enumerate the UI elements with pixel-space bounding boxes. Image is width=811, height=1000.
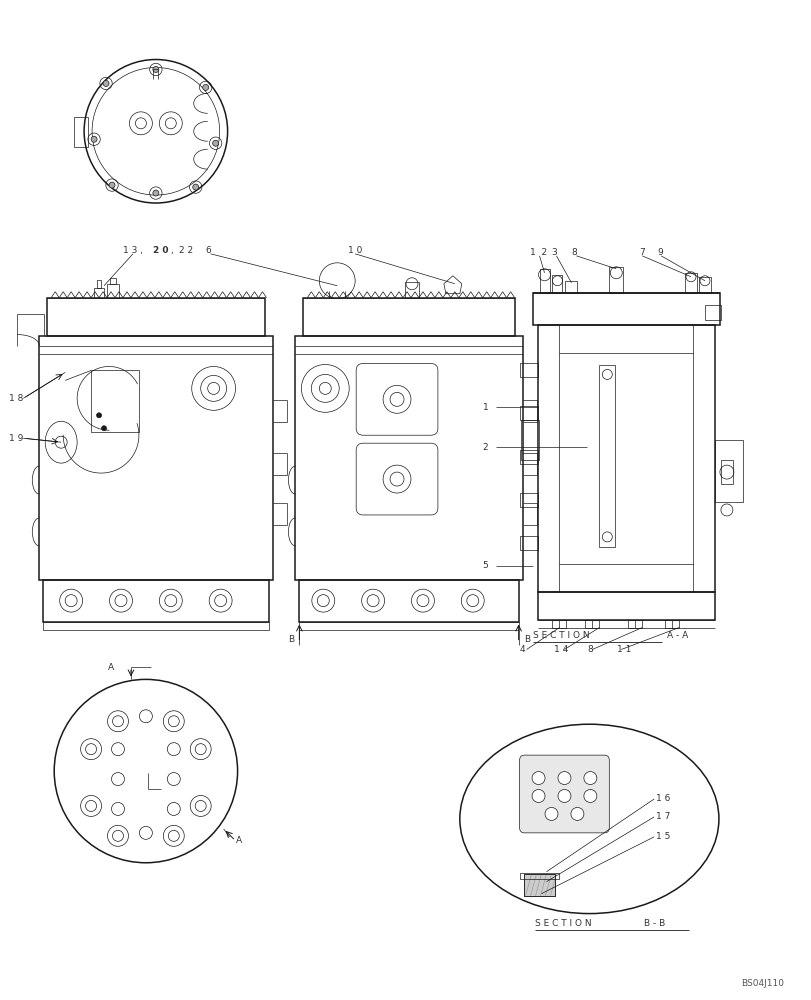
Text: 1  2: 1 2 (529, 248, 546, 257)
Text: 4: 4 (519, 645, 525, 654)
Text: A: A (108, 663, 114, 672)
Circle shape (101, 426, 106, 431)
Text: A: A (235, 836, 242, 845)
Bar (714, 440, 742, 502)
Text: 8: 8 (571, 248, 577, 257)
Circle shape (531, 790, 544, 802)
Bar (523, 874, 555, 896)
Text: B - B: B - B (643, 919, 664, 928)
Text: 8: 8 (586, 645, 592, 654)
Text: 7: 7 (638, 248, 644, 257)
Bar (109, 278, 116, 284)
Bar (299, 622, 518, 630)
Text: BS04J110: BS04J110 (740, 979, 783, 988)
FancyBboxPatch shape (519, 755, 608, 833)
Bar (47, 298, 265, 336)
Bar (519, 450, 537, 464)
Bar (537, 592, 714, 620)
Circle shape (557, 790, 570, 802)
Bar (91, 370, 139, 432)
Text: 3: 3 (551, 248, 556, 257)
Text: 2: 2 (483, 443, 487, 452)
Circle shape (531, 772, 544, 785)
Bar (628, 620, 642, 628)
Bar (107, 284, 119, 298)
Text: 1 0: 1 0 (348, 246, 363, 255)
Bar (537, 325, 714, 592)
Text: A - A: A - A (666, 631, 687, 640)
Circle shape (570, 807, 583, 820)
Bar (295, 336, 522, 580)
Text: 1 7: 1 7 (655, 812, 670, 821)
Bar (551, 620, 566, 628)
Bar (94, 288, 104, 298)
Bar (97, 280, 101, 288)
Circle shape (544, 807, 557, 820)
Bar (39, 336, 273, 580)
Text: S E C T I O N: S E C T I O N (532, 631, 589, 640)
Bar (43, 622, 269, 630)
Bar (539, 269, 549, 293)
Circle shape (109, 182, 115, 188)
Text: S E C T I O N: S E C T I O N (534, 919, 590, 928)
Text: 1 5: 1 5 (655, 832, 670, 841)
Text: ,: , (170, 246, 174, 255)
Circle shape (203, 84, 208, 90)
Bar (299, 580, 518, 622)
Circle shape (103, 80, 109, 86)
Circle shape (583, 790, 596, 802)
Bar (551, 275, 562, 293)
Bar (720, 460, 732, 484)
Text: B: B (524, 635, 530, 644)
Text: 2 2: 2 2 (178, 246, 193, 255)
Circle shape (97, 413, 101, 418)
Circle shape (152, 66, 159, 72)
Bar (519, 493, 537, 507)
Bar (519, 363, 537, 377)
Text: 1 3 ,: 1 3 , (122, 246, 143, 255)
Bar (599, 365, 615, 547)
Text: 1 6: 1 6 (655, 794, 670, 803)
Text: 1: 1 (483, 403, 488, 412)
Text: 5: 5 (483, 561, 488, 570)
Bar (74, 117, 88, 147)
Bar (519, 406, 537, 420)
Circle shape (583, 772, 596, 785)
Bar (519, 536, 537, 550)
Bar (532, 293, 719, 325)
Circle shape (91, 136, 97, 142)
Text: 1 4: 1 4 (554, 645, 568, 654)
Text: 1 8: 1 8 (10, 394, 24, 403)
Text: 1 1: 1 1 (616, 645, 631, 654)
Bar (523, 874, 555, 896)
Bar (704, 305, 720, 320)
Circle shape (192, 184, 199, 190)
Circle shape (212, 140, 218, 146)
Bar (608, 267, 623, 293)
Circle shape (152, 190, 159, 196)
Text: 1 9: 1 9 (10, 434, 24, 443)
Text: 2 0: 2 0 (152, 246, 168, 255)
Bar (43, 580, 269, 622)
Bar (564, 281, 577, 293)
Bar (303, 298, 514, 336)
Text: 6: 6 (205, 246, 211, 255)
Bar (684, 273, 696, 293)
Circle shape (557, 772, 570, 785)
Bar (405, 282, 418, 298)
Text: 9: 9 (656, 248, 662, 257)
Bar (585, 620, 599, 628)
Bar (698, 277, 710, 293)
Bar (664, 620, 678, 628)
Bar (520, 420, 538, 460)
Text: B: B (288, 635, 294, 644)
Bar (519, 873, 559, 879)
